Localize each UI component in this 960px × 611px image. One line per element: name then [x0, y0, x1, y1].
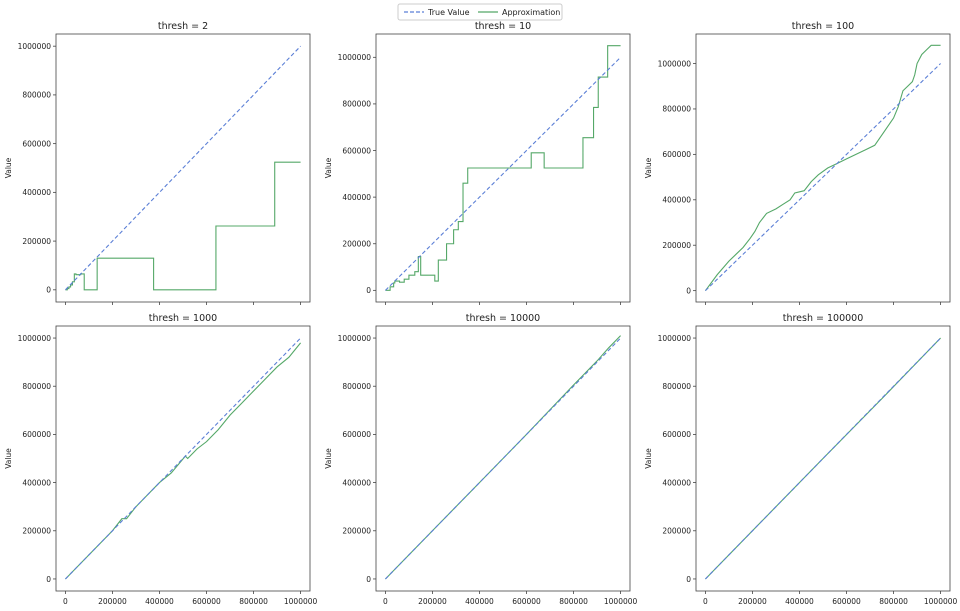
x-tick-label: 400000: [145, 597, 174, 606]
y-tick-label: 200000: [342, 527, 371, 536]
y-tick-label: 0: [686, 286, 691, 295]
x-tick-label: 400000: [785, 597, 814, 606]
y-tick-label: 1000000: [18, 42, 52, 51]
y-tick-label: 0: [366, 286, 371, 295]
y-axis-label: Value: [324, 157, 333, 178]
series-approximation-line: [385, 45, 621, 291]
y-tick-label: 200000: [22, 527, 51, 536]
plot-area: [695, 33, 951, 303]
y-tick-label: 200000: [662, 527, 691, 536]
y-axis-label: Value: [644, 448, 653, 469]
x-tick-label: 600000: [512, 597, 541, 606]
y-tick-label: 1000000: [338, 334, 372, 343]
y-tick-label: 600000: [662, 150, 691, 159]
y-tick-label: 1000000: [658, 334, 692, 343]
subplot-4: thresh = 1000 Value 0 200000 400000 600000 800…: [4, 313, 318, 606]
series-true-value-line: [385, 56, 621, 291]
subplot-2: thresh = 10 Value 0 200000 400000 600000 80000…: [324, 21, 631, 305]
y-tick-label: 400000: [662, 196, 691, 205]
subplot-1: thresh = 2 Value 0 200000 400000 600000 800000…: [4, 21, 311, 305]
subplot-title: thresh = 100: [792, 21, 854, 32]
y-tick-label: 800000: [22, 91, 51, 100]
series-true-value-line: [65, 45, 301, 291]
subplot-title: thresh = 1000: [149, 313, 217, 324]
y-tick-label: 800000: [662, 382, 691, 391]
y-tick-label: 400000: [22, 478, 51, 487]
x-tick-label: 800000: [879, 597, 908, 606]
y-tick-label: 0: [366, 575, 371, 584]
x-tick-label: 0: [63, 597, 68, 606]
y-tick-label: 600000: [662, 430, 691, 439]
x-tick-label: 600000: [832, 597, 861, 606]
subplot-title: thresh = 2: [158, 21, 208, 32]
x-tick-label: 1000000: [924, 597, 958, 606]
y-axis-label: Value: [4, 157, 13, 178]
x-tick-label: 0: [703, 597, 708, 606]
series-approximation-line: [704, 44, 941, 291]
x-tick-label: 200000: [738, 597, 767, 606]
legend-true-value-label: True Value: [427, 8, 470, 17]
y-tick-label: 0: [686, 575, 691, 584]
y-tick-label: 400000: [342, 478, 371, 487]
series-true-value-line: [705, 63, 941, 292]
y-tick-label: 0: [46, 286, 51, 295]
x-tick-label: 800000: [239, 597, 268, 606]
legend: True Value Approximation: [397, 3, 563, 21]
legend-approximation-label: Approximation: [502, 8, 560, 17]
y-axis-label: Value: [324, 448, 333, 469]
y-tick-label: 400000: [22, 188, 51, 197]
y-axis-label: Value: [4, 448, 13, 469]
y-tick-label: 200000: [342, 240, 371, 249]
y-tick-label: 600000: [22, 139, 51, 148]
y-tick-label: 400000: [342, 193, 371, 202]
y-tick-label: 600000: [342, 146, 371, 155]
y-tick-label: 200000: [662, 241, 691, 250]
x-tick-label: 400000: [465, 597, 494, 606]
x-tick-label: 1000000: [284, 597, 318, 606]
x-tick-label: 1000000: [604, 597, 638, 606]
x-tick-label: 200000: [418, 597, 447, 606]
y-tick-label: 1000000: [18, 334, 52, 343]
y-tick-label: 200000: [22, 237, 51, 246]
y-tick-label: 0: [46, 575, 51, 584]
y-tick-label: 600000: [342, 430, 371, 439]
subplot-title: thresh = 10: [475, 21, 531, 32]
y-tick-label: 800000: [662, 105, 691, 114]
subplot-3: thresh = 100 Value 0 200000 400000 600000 8000…: [644, 21, 951, 305]
subplot-5: thresh = 10000 Value 0 200000 400000 600000 80…: [324, 313, 638, 606]
y-tick-label: 800000: [342, 382, 371, 391]
x-tick-label: 0: [383, 597, 388, 606]
y-tick-label: 800000: [342, 100, 371, 109]
series-true-value-line: [385, 337, 621, 580]
x-tick-label: 200000: [98, 597, 127, 606]
y-tick-label: 600000: [22, 430, 51, 439]
y-tick-label: 800000: [22, 382, 51, 391]
series-approximation-line: [65, 342, 302, 580]
y-tick-label: 1000000: [658, 59, 692, 68]
series-true-value-line: [705, 337, 941, 580]
subplot-6: thresh = 100000 Value 0 200000 400000 600000 8…: [644, 313, 958, 606]
y-tick-label: 1000000: [338, 53, 372, 62]
x-tick-label: 600000: [192, 597, 221, 606]
y-axis-label: Value: [644, 157, 653, 178]
subplot-title: thresh = 10000: [466, 313, 540, 324]
subplot-title: thresh = 100000: [783, 313, 864, 324]
series-true-value-line: [65, 337, 301, 580]
x-tick-label: 800000: [559, 597, 588, 606]
subplot-grid: thresh = 2 Value 0 200000 400000 600000 800000…: [4, 21, 958, 606]
y-tick-label: 400000: [662, 478, 691, 487]
